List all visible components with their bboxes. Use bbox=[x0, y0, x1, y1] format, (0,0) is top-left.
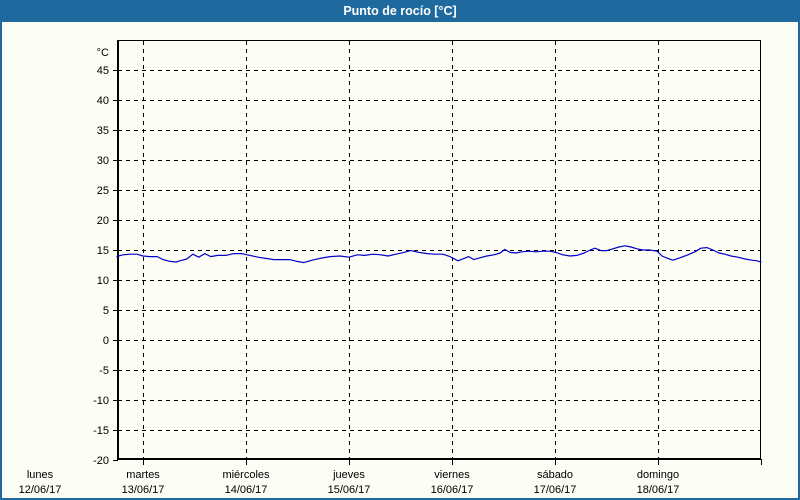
x-axis-weekday-label: domingo bbox=[637, 469, 679, 481]
y-axis-label: 10 bbox=[97, 275, 109, 287]
title-bar: Punto de rocío [°C] bbox=[0, 0, 800, 22]
y-axis-label: -15 bbox=[93, 425, 109, 437]
y-axis-label: 15 bbox=[97, 245, 109, 257]
x-axis-weekday-label: sábado bbox=[537, 469, 573, 481]
x-axis-weekday-label: miércoles bbox=[222, 469, 270, 481]
x-axis-date-label: 17/06/17 bbox=[534, 484, 577, 496]
x-axis-date-label: 13/06/17 bbox=[122, 484, 165, 496]
x-axis-weekday-label: martes bbox=[126, 469, 160, 481]
x-axis-date-label: 15/06/17 bbox=[328, 484, 371, 496]
y-axis-label: 45 bbox=[97, 65, 109, 77]
x-axis-weekday-label: lunes bbox=[27, 469, 54, 481]
x-axis-labels: lunes 12/06/17 martes 13/06/17 miércoles 14/0… bbox=[19, 469, 680, 496]
chart-title: Punto de rocío [°C] bbox=[343, 4, 457, 18]
x-axis-date-label: 16/06/17 bbox=[431, 484, 474, 496]
chart-panel: 45 40 35 30 25 20 15 10 5 0 -5 -10 -15 -20 °C lunes 12/0… bbox=[2, 22, 798, 498]
y-axis-label: 5 bbox=[103, 305, 109, 317]
x-axis-date-label: 14/06/17 bbox=[225, 484, 268, 496]
y-axis-label: 0 bbox=[103, 335, 109, 347]
gridlines bbox=[118, 41, 760, 459]
y-axis-label: -20 bbox=[93, 455, 109, 467]
y-axis-label: 25 bbox=[97, 185, 109, 197]
y-axis-label: 30 bbox=[97, 155, 109, 167]
x-axis-weekday-label: jueves bbox=[332, 469, 365, 481]
y-axis-label: 40 bbox=[97, 95, 109, 107]
y-axis-label: 35 bbox=[97, 125, 109, 137]
series-line-dew-point bbox=[116, 245, 762, 264]
y-axis-label: -10 bbox=[93, 395, 109, 407]
y-axis-labels: 45 40 35 30 25 20 15 10 5 0 -5 -10 -15 -20 °C bbox=[93, 47, 109, 467]
y-axis-label: -5 bbox=[99, 365, 109, 377]
y-axis-unit-label: °C bbox=[97, 47, 109, 59]
y-axis-label: 20 bbox=[97, 215, 109, 227]
x-axis-date-label: 12/06/17 bbox=[19, 484, 62, 496]
chart-canvas: 45 40 35 30 25 20 15 10 5 0 -5 -10 -15 -20 °C lunes 12/0… bbox=[19, 40, 762, 496]
x-axis-date-label: 18/06/17 bbox=[637, 484, 680, 496]
axis-ticks bbox=[113, 70, 762, 465]
x-axis-weekday-label: viernes bbox=[434, 469, 470, 481]
